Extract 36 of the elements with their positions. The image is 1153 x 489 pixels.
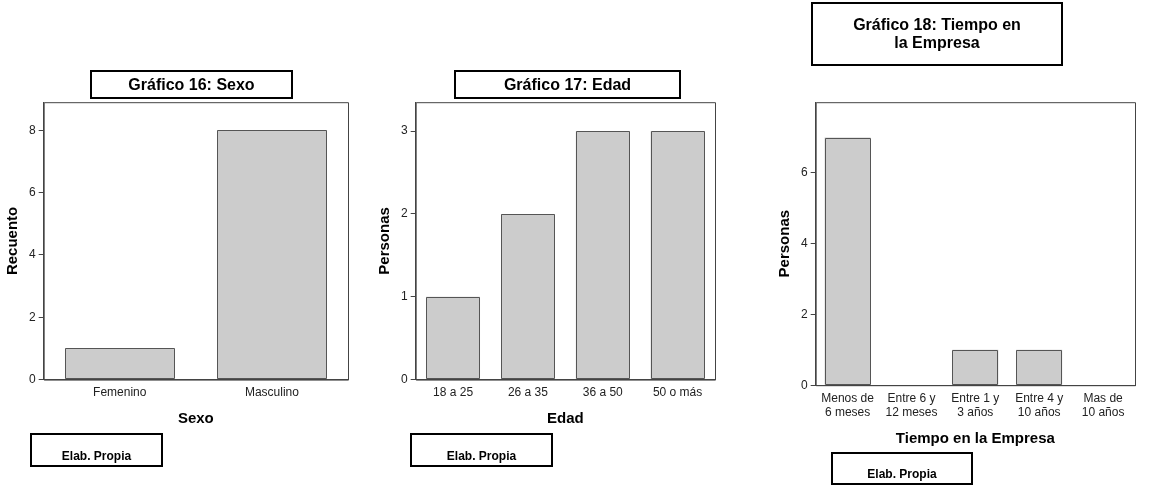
x-tick-label: 26 a 35 — [507, 385, 549, 400]
y-tick-label: 0 — [800, 377, 808, 392]
x-tick-label: Entre 6 y 12 meses — [885, 390, 938, 420]
y-tick-label: 0 — [28, 371, 36, 386]
x-axis-title: Edad — [546, 409, 584, 427]
x-tick-label: Entre 4 y 10 años — [1015, 390, 1064, 420]
x-tick-label: Entre 1 y 3 años — [951, 390, 1000, 420]
y-tick-label: 2 — [400, 206, 408, 221]
chart-title: Gráfico 18: Tiempo en la Empresa — [811, 2, 1063, 66]
x-axis-title: Sexo — [177, 409, 214, 427]
y-axis-title: Recuento — [3, 206, 21, 276]
y-tick-label: 1 — [400, 289, 408, 304]
y-tick-label: 4 — [800, 236, 808, 251]
x-axis-title: Tiempo en la Empresa — [895, 429, 1056, 447]
x-tick-label: 18 a 25 — [433, 385, 474, 400]
x-tick-label: Menos de 6 meses — [821, 390, 875, 420]
y-axis-title: Personas — [375, 207, 393, 275]
y-tick-label: 0 — [400, 371, 408, 386]
text: Elab. Propia — [831, 452, 973, 485]
x-tick-label: Masculino — [244, 385, 300, 400]
x-tick-label: 50 o más — [652, 385, 703, 400]
y-tick-label: 6 — [28, 184, 36, 199]
chart-title: Gráfico 16: Sexo — [90, 70, 293, 99]
text: Elab. Propia — [30, 433, 163, 467]
y-tick-label: 2 — [800, 306, 808, 321]
y-axis-title: Personas — [775, 209, 793, 278]
x-tick-label: Mas de 10 años — [1081, 390, 1125, 420]
y-tick-label: 6 — [800, 165, 808, 180]
y-tick-label: 4 — [28, 247, 36, 262]
y-tick-label: 2 — [28, 309, 36, 324]
x-tick-label: Femenino — [93, 385, 147, 400]
y-tick-label: 3 — [400, 123, 408, 138]
y-tick-label: 8 — [28, 122, 36, 137]
chart-title: Gráfico 17: Edad — [454, 70, 681, 99]
x-tick-label: 36 a 50 — [582, 385, 624, 400]
text: Elab. Propia — [410, 433, 553, 467]
